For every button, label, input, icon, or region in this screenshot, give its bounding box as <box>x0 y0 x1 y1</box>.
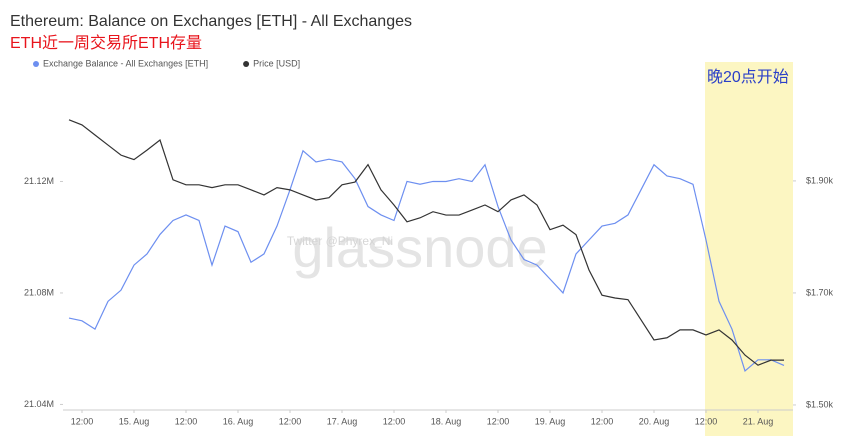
x-tick-label: 12:00 <box>591 416 614 426</box>
annotation: 晚20点开始 <box>707 68 789 86</box>
x-tick-label: 19. Aug <box>535 416 566 426</box>
y2-tick-label: $1.50k <box>806 399 834 409</box>
y-tick-label: 21.04M <box>24 399 54 409</box>
legend-label: Price [USD] <box>253 58 300 68</box>
y2-tick-label: $1.70k <box>806 287 834 297</box>
y-tick-label: 21.08M <box>24 287 54 297</box>
x-tick-label: 18. Aug <box>431 416 462 426</box>
highlight-region <box>705 62 793 436</box>
x-tick-label: 20. Aug <box>639 416 670 426</box>
x-tick-label: 12:00 <box>175 416 198 426</box>
chart-subtitle: ETH近一周交易所ETH存量 <box>10 34 202 52</box>
legend-label: Exchange Balance - All Exchanges [ETH] <box>43 58 208 68</box>
x-tick-label: 15. Aug <box>119 416 150 426</box>
series-line <box>68 119 784 366</box>
legend-marker <box>243 61 250 67</box>
x-tick-label: 12:00 <box>487 416 510 426</box>
x-tick-label: 16. Aug <box>223 416 254 426</box>
x-tick-label: 12:00 <box>279 416 302 426</box>
chart-title: Ethereum: Balance on Exchanges [ETH] - A… <box>10 13 412 30</box>
series-line <box>68 149 785 373</box>
x-tick-label: 17. Aug <box>327 416 358 426</box>
y-tick-label: 21.12M <box>24 176 54 186</box>
watermark-credit: Twitter @Phyrex_Ni <box>287 234 393 248</box>
x-tick-label: 12:00 <box>383 416 406 426</box>
y2-tick-label: $1.90k <box>806 175 834 185</box>
legend-marker <box>33 61 39 67</box>
x-tick-label: 12:00 <box>695 416 718 426</box>
x-tick-label: 12:00 <box>71 416 94 426</box>
x-tick-label: 21. Aug <box>743 416 774 426</box>
